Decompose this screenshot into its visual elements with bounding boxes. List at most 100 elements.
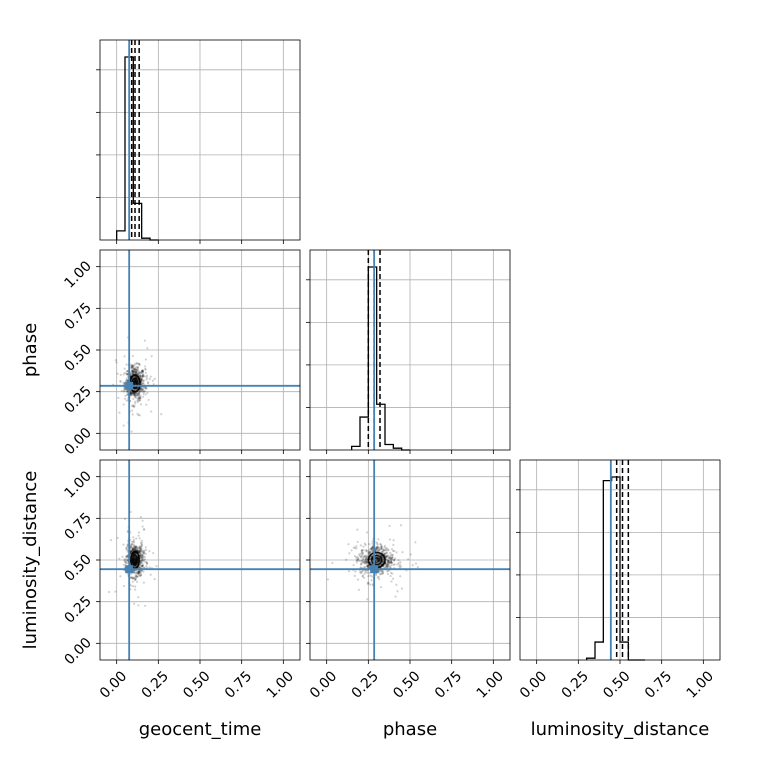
sample-point [138, 566, 141, 569]
sample-point [132, 392, 135, 395]
sample-point [385, 555, 388, 558]
sample-point [137, 397, 140, 400]
sample-point [370, 547, 373, 550]
sample-point [130, 576, 133, 579]
sample-point [144, 368, 147, 371]
sample-point [134, 371, 138, 374]
sample-point [131, 585, 135, 588]
y-tick-label: 0.00 [61, 635, 94, 668]
sample-point [130, 364, 133, 367]
sample-point [371, 540, 374, 543]
sample-point [140, 378, 143, 381]
sample-point [132, 547, 135, 550]
sample-point [358, 571, 362, 574]
sample-point [139, 542, 142, 545]
sample-point [387, 559, 390, 562]
sample-point [375, 541, 378, 544]
y-tick-label: 0.50 [61, 342, 94, 375]
sample-point [124, 563, 127, 566]
sample-point [387, 559, 390, 562]
sample-point [125, 363, 128, 366]
sample-point [126, 549, 129, 552]
sample-point [362, 561, 365, 564]
sample-point [126, 393, 129, 397]
sample-point [135, 365, 138, 369]
sample-point [123, 584, 126, 588]
sample-point [136, 362, 140, 365]
sample-point [378, 547, 381, 550]
sample-point [140, 378, 143, 381]
sample-point [122, 543, 125, 546]
sample-point [375, 546, 378, 550]
sample-point [128, 456, 130, 458]
sample-point [393, 563, 396, 566]
sample-point [141, 374, 144, 377]
sample-point [376, 542, 379, 545]
sample-point [331, 561, 334, 564]
sample-point [131, 364, 134, 367]
sample-point [396, 563, 399, 566]
sample-point [365, 549, 368, 552]
sample-point [143, 555, 146, 558]
sample-point [138, 570, 141, 573]
sample-point [132, 541, 136, 544]
injection-marker [370, 565, 379, 574]
sample-point [126, 370, 129, 373]
sample-point [364, 569, 367, 572]
sample-point [132, 406, 136, 409]
sample-point [399, 524, 403, 527]
sample-point [119, 380, 122, 383]
y-axis-label: luminosity_distance [20, 471, 41, 650]
sample-point [362, 557, 365, 560]
sample-point [366, 555, 369, 558]
sample-point [137, 372, 140, 375]
sample-point [135, 575, 138, 578]
sample-point [138, 399, 142, 402]
sample-point [123, 389, 126, 392]
sample-point [139, 551, 142, 555]
sample-point [134, 546, 137, 549]
sample-point [145, 562, 149, 565]
sample-point [377, 549, 380, 552]
sample-point [131, 547, 134, 551]
sample-point [131, 577, 134, 580]
sample-point [136, 365, 140, 369]
sample-point [142, 390, 145, 394]
sample-point [354, 546, 357, 550]
sample-point [392, 543, 395, 547]
sample-point [125, 547, 128, 550]
sample-point [142, 375, 145, 378]
sample-point [137, 573, 140, 576]
sample-point [390, 580, 393, 583]
sample-point [135, 368, 138, 372]
sample-point [138, 391, 141, 394]
sample-point [375, 549, 378, 552]
sample-point [135, 571, 138, 574]
sample-point [384, 547, 387, 550]
sample-point [136, 570, 140, 574]
sample-point [361, 574, 365, 577]
sample-point [129, 550, 132, 553]
sample-point [388, 561, 391, 564]
sample-point [153, 578, 156, 581]
sample-point [129, 391, 132, 394]
sample-point [140, 547, 143, 551]
sample-point [131, 413, 134, 416]
sample-point [361, 569, 365, 572]
sample-point [137, 369, 140, 372]
sample-point [138, 397, 142, 400]
sample-point [136, 575, 139, 579]
sample-point [137, 550, 140, 553]
sample-point [131, 542, 134, 546]
sample-point [400, 565, 403, 568]
sample-point [129, 546, 133, 549]
sample-point [390, 560, 393, 563]
sample-point [368, 543, 371, 546]
sample-point [135, 545, 139, 549]
sample-point [141, 375, 144, 378]
sample-point [134, 394, 137, 397]
sample-point [131, 392, 134, 395]
sample-point [139, 547, 142, 551]
sample-point [359, 556, 363, 559]
sample-point [119, 575, 122, 578]
